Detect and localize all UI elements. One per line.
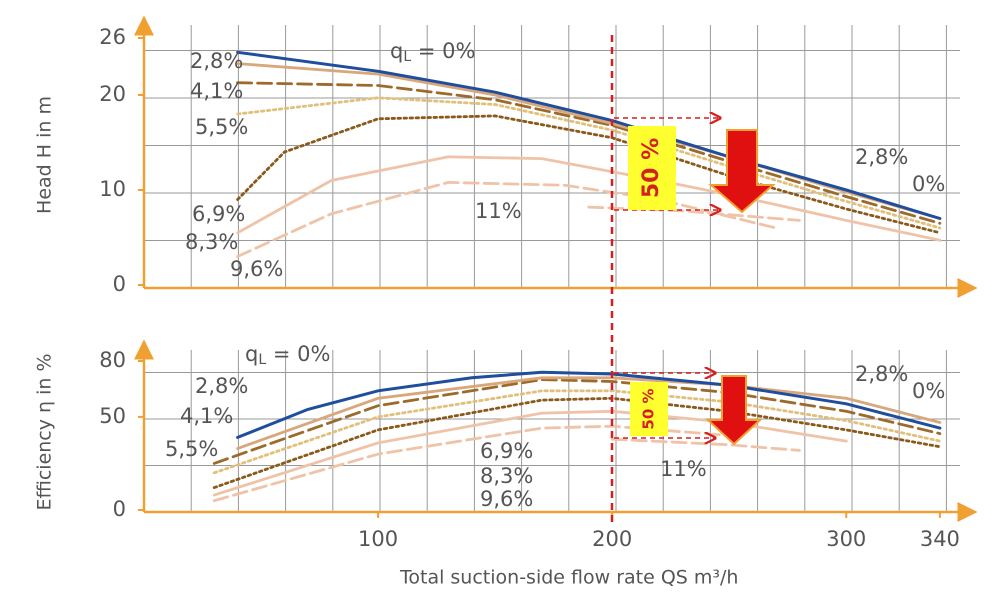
y-tick-label: 20	[99, 82, 126, 106]
annotation: qL = 0%	[390, 39, 475, 65]
series-label: 4,1%	[180, 404, 233, 428]
highlight-box	[628, 126, 676, 210]
annotation-part: L	[258, 352, 266, 368]
series-label: 9,6%	[230, 257, 283, 281]
y-tick-label: 0	[113, 497, 126, 521]
y-tick-label: 10	[99, 177, 126, 201]
reduction-marker	[614, 118, 776, 446]
series-label: 4,1%	[190, 79, 243, 103]
down-arrow	[708, 129, 776, 214]
series-line	[610, 437, 801, 452]
y-tick-label: 50	[99, 404, 126, 428]
y-tick-label: 0	[113, 272, 126, 296]
labels: 010202611%9,6%8,3%6,9%5,5%4,1%2,8%0%2,8%…	[99, 25, 960, 551]
x-tick-label: 200	[592, 527, 632, 551]
series-line	[236, 155, 942, 242]
series-label: 8,3%	[185, 230, 238, 254]
series-label: 8,3%	[480, 464, 533, 488]
annotation: qL = 0%	[245, 342, 330, 368]
series-label: 2,8%	[190, 49, 243, 73]
series-line	[212, 378, 942, 465]
series-line	[236, 370, 942, 439]
series-line	[236, 81, 942, 225]
annotation-part: L	[403, 49, 411, 65]
x-axis-title: Total suction-side flow rate QS m³/h	[399, 567, 738, 589]
x-tick-label: 300	[826, 527, 866, 551]
series-label: 11%	[475, 199, 522, 223]
y-axis-title: Efficiency η in %	[34, 353, 56, 510]
series-line	[212, 389, 942, 475]
reduction-label: 50 %	[640, 388, 658, 429]
series-label: 0%	[912, 172, 945, 196]
series-line	[236, 62, 942, 220]
x-tick-label: 340	[920, 527, 960, 551]
x-tick-label: 100	[358, 527, 398, 551]
series-label: 5,5%	[165, 437, 218, 461]
series-label: 9,6%	[480, 487, 533, 511]
highlight-box	[630, 382, 668, 436]
series-line	[236, 114, 942, 235]
annotation-part: = 0%	[411, 39, 475, 63]
annotation-part: q	[245, 342, 258, 366]
series-label: 2,8%	[195, 374, 248, 398]
down-arrow	[705, 375, 763, 446]
series-line	[236, 96, 942, 230]
reduction-label: 50 %	[639, 138, 664, 198]
series-label: 11%	[660, 457, 707, 481]
annotation-part: = 0%	[266, 342, 330, 366]
series-line	[236, 180, 778, 258]
series-label: 0%	[912, 379, 945, 403]
annotation: 2,8%	[855, 362, 908, 386]
y-axis-title: Head H in m	[34, 96, 56, 214]
y-tick-label: 26	[99, 25, 126, 49]
series-line	[587, 205, 801, 222]
series-label: 5,5%	[195, 115, 248, 139]
annotation: 2,8%	[855, 145, 908, 169]
series-label: 6,9%	[192, 202, 245, 226]
series-label: 6,9%	[480, 439, 533, 463]
y-tick-label: 80	[99, 348, 126, 372]
annotation-part: q	[390, 39, 403, 63]
